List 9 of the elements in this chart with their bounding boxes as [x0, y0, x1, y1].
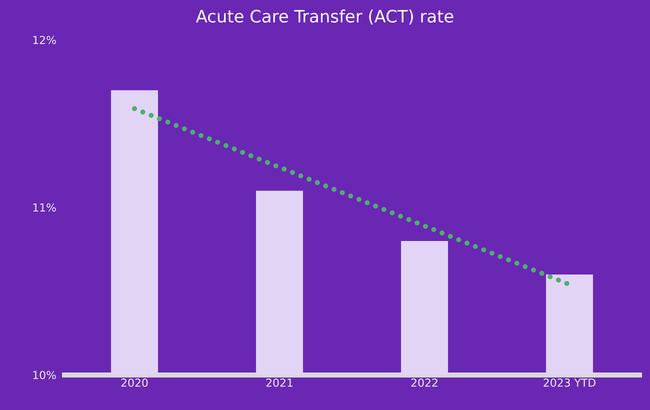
x-tick-label: 2021 — [266, 378, 292, 387]
x-tick-label: 2020 — [121, 378, 148, 387]
x-tick-label: 2022 — [411, 378, 438, 387]
y-tick-label: 12% — [33, 36, 56, 44]
line-series — [132, 106, 572, 288]
chart-title: Acute Care Transfer (ACT) rate — [196, 10, 454, 25]
y-tick-label: 11% — [33, 203, 56, 212]
x-tick-label: 2023 YTD — [544, 378, 596, 387]
y-tick-label: 10% — [33, 370, 56, 380]
